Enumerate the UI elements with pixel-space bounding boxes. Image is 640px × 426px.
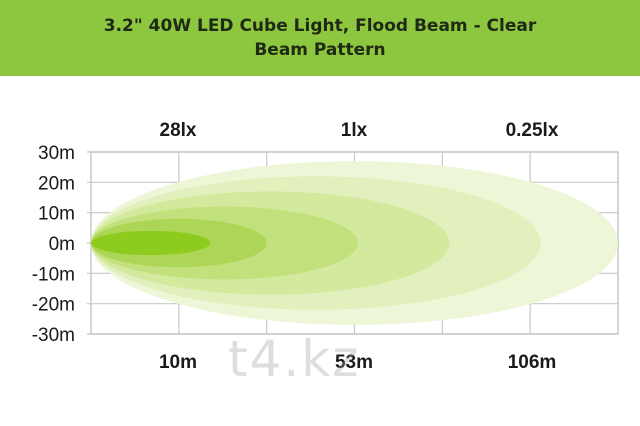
beam-lobes [90,161,618,325]
y-tick-label: 30m [38,143,75,164]
chart-title-line2: Beam Pattern [254,40,386,60]
x-tick-label: 10m [159,352,197,373]
x-tick-label: 53m [335,352,373,373]
y-tick-label: -10m [32,264,75,285]
y-tick-label: -30m [32,325,75,346]
lux-label: 28lx [160,120,197,141]
x-tick-label: 106m [508,352,557,373]
watermark: t4.kz [228,330,361,388]
lux-label: 1lx [341,120,368,141]
y-tick-label: 0m [49,234,75,255]
y-tick-label: 20m [38,173,75,194]
lux-label: 0.25lx [506,120,559,141]
axis-labels: 30m 20m 10m 0m -10m -20m -30m 10m 53m 106m 28lx 1lx… [32,120,559,373]
beam-lobe-5 [91,230,211,256]
y-tick-label: 10m [38,204,75,225]
title-banner: 3.2" 40W LED Cube Light, Flood Beam - Cl… [0,0,640,76]
chart-title-line1: 3.2" 40W LED Cube Light, Flood Beam - Cl… [103,16,537,36]
y-tick-label: -20m [32,295,75,316]
